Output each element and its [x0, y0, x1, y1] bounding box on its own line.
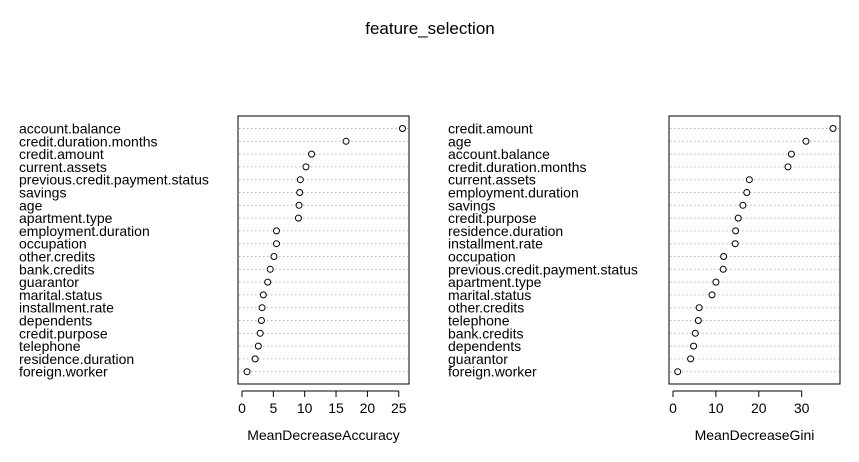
data-point: [720, 253, 728, 260]
data-point: [251, 355, 259, 363]
plot-frame: [237, 115, 410, 385]
category-label: residence.duration: [448, 223, 563, 239]
data-point: [829, 125, 837, 132]
data-point: [712, 278, 720, 286]
category-label: previous.credit.payment.status: [448, 261, 638, 277]
x-tick-label: 0: [238, 400, 246, 416]
category-label: other.credits: [19, 249, 95, 265]
category-label: residence.duration: [19, 351, 134, 367]
data-point: [266, 265, 274, 273]
x-tick-label: 20: [360, 400, 376, 416]
data-point: [695, 304, 703, 312]
category-label: employment.duration: [448, 185, 579, 201]
data-point: [784, 163, 792, 171]
x-axis-title: MeanDecreaseAccuracy: [247, 427, 400, 443]
plot-frame: [668, 115, 841, 385]
x-tick-label: 30: [794, 400, 810, 416]
category-label: credit.duration.months: [448, 159, 587, 175]
data-point: [787, 150, 795, 158]
category-label: installment.rate: [448, 236, 543, 252]
category-label: bank.credits: [19, 261, 94, 277]
category-label: marital.status: [448, 287, 531, 303]
data-point: [256, 329, 264, 337]
category-label: apartment.type: [448, 274, 542, 290]
data-point: [734, 214, 742, 222]
x-tick-label: 25: [391, 400, 407, 416]
data-point: [270, 253, 278, 260]
category-label: credit.duration.months: [19, 133, 158, 149]
x-tick-label: 0: [669, 400, 677, 416]
category-label: age: [448, 133, 472, 149]
category-label: credit.purpose: [19, 325, 108, 341]
data-point: [739, 201, 747, 209]
data-point: [302, 163, 310, 171]
category-label: savings: [19, 185, 66, 201]
x-tick-label: 10: [297, 400, 313, 416]
data-point: [691, 329, 699, 337]
figure-title: feature_selection: [365, 19, 494, 38]
data-point: [694, 317, 702, 324]
category-label: age: [19, 197, 43, 213]
data-point: [264, 278, 272, 286]
data-point: [308, 150, 316, 158]
x-tick-label: 10: [708, 400, 724, 416]
category-label: credit.purpose: [448, 210, 537, 226]
x-tick-label: 15: [328, 400, 344, 416]
gini-dotchart-panel: credit.amountageaccount.balancecredit.du…: [448, 115, 841, 443]
data-point: [296, 189, 304, 196]
accuracy-dotchart-panel: account.balancecredit.duration.monthscre…: [19, 115, 410, 443]
category-label: current.assets: [19, 159, 107, 175]
data-point: [272, 227, 280, 235]
x-axis-title: MeanDecreaseGini: [695, 427, 815, 443]
category-label: guarantor: [448, 351, 508, 367]
category-label: account.balance: [448, 146, 550, 162]
category-label: bank.credits: [448, 325, 523, 341]
data-point: [254, 342, 262, 350]
data-point: [687, 355, 695, 363]
data-point: [802, 137, 810, 145]
category-label: dependents: [19, 313, 92, 329]
data-point: [243, 368, 251, 376]
data-point: [745, 176, 753, 184]
data-point: [257, 317, 265, 324]
data-point: [296, 176, 304, 184]
category-label: current.assets: [448, 172, 536, 188]
data-point: [295, 201, 303, 209]
category-label: employment.duration: [19, 223, 150, 239]
data-point: [258, 304, 266, 312]
data-point: [342, 137, 350, 145]
data-point: [708, 291, 716, 299]
data-point: [674, 368, 682, 376]
data-point: [731, 240, 739, 248]
category-label: guarantor: [19, 274, 79, 290]
category-label: dependents: [448, 338, 521, 354]
data-point: [272, 240, 280, 248]
category-label: telephone: [448, 313, 510, 329]
category-label: occupation: [448, 249, 516, 265]
category-label: telephone: [19, 338, 81, 354]
category-label: credit.amount: [448, 121, 533, 137]
category-label: credit.amount: [19, 146, 104, 162]
data-point: [398, 125, 406, 132]
category-label: account.balance: [19, 121, 121, 137]
data-point: [690, 342, 698, 350]
category-label: previous.credit.payment.status: [19, 172, 209, 188]
data-point: [732, 227, 740, 235]
category-label: occupation: [19, 236, 87, 252]
category-label: installment.rate: [19, 300, 114, 316]
category-label: other.credits: [448, 300, 524, 316]
category-label: foreign.worker: [19, 364, 108, 380]
data-point: [294, 214, 302, 222]
category-label: savings: [448, 197, 495, 213]
data-point: [259, 291, 267, 299]
category-label: foreign.worker: [448, 364, 537, 380]
category-label: marital.status: [19, 287, 102, 303]
category-label: apartment.type: [19, 210, 113, 226]
x-tick-label: 20: [751, 400, 767, 416]
data-point: [719, 265, 727, 273]
data-point: [743, 189, 751, 196]
x-tick-label: 5: [269, 400, 277, 416]
